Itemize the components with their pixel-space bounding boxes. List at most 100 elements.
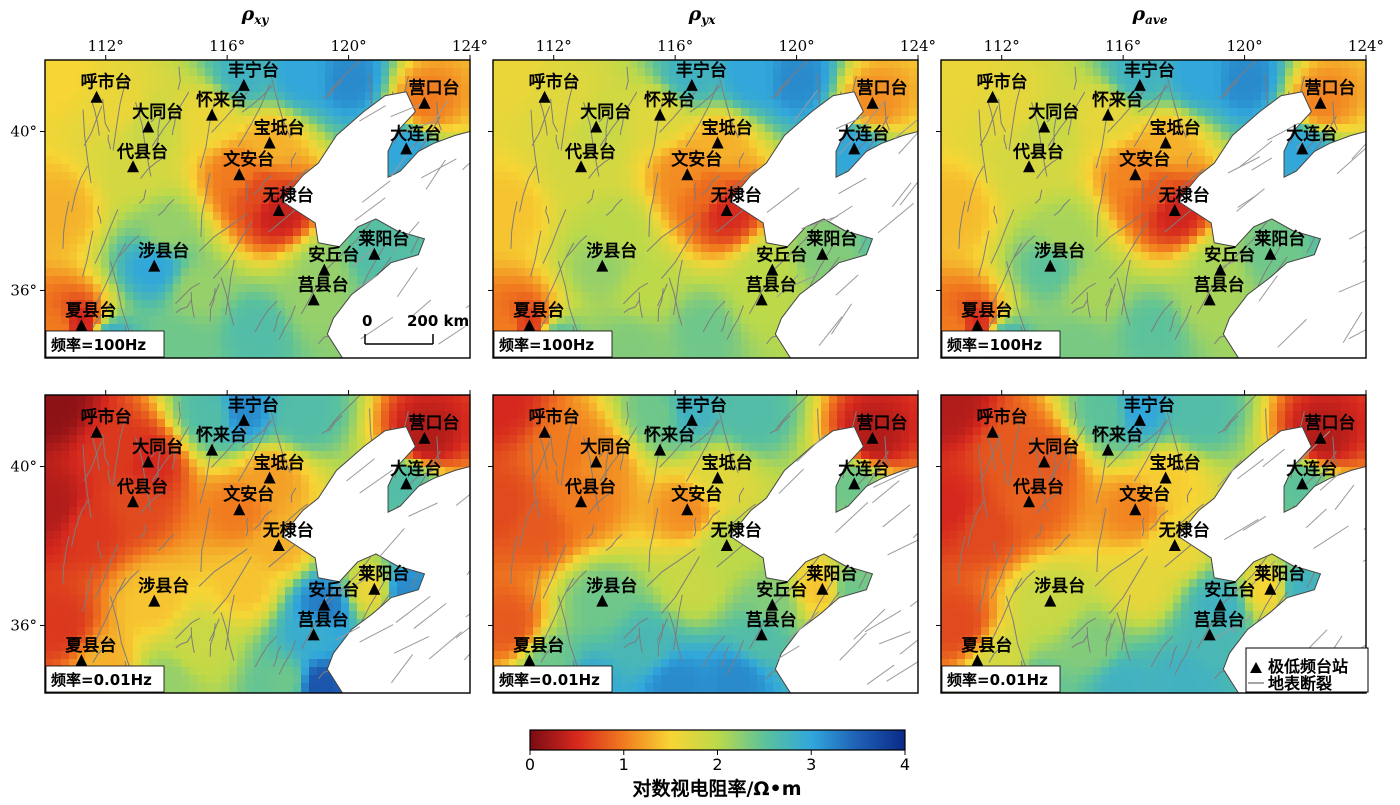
field-cell xyxy=(221,212,230,221)
field-cell xyxy=(261,284,270,293)
field-cell xyxy=(749,292,758,301)
field-cell xyxy=(669,284,678,293)
field-cell xyxy=(157,84,166,93)
field-cell xyxy=(1165,100,1174,109)
field-cell xyxy=(293,252,302,261)
field-cell xyxy=(661,236,670,245)
field-cell xyxy=(189,92,198,101)
field-cell xyxy=(221,316,230,325)
field-cell xyxy=(1149,76,1158,85)
station-label: 涉县台 xyxy=(586,241,637,262)
field-cell xyxy=(869,76,878,85)
field-cell xyxy=(1341,84,1350,93)
field-cell xyxy=(629,60,638,69)
field-cell xyxy=(69,148,78,157)
field-cell xyxy=(589,92,598,101)
field-cell xyxy=(789,92,798,101)
field-cell xyxy=(501,324,510,333)
field-cell xyxy=(677,228,686,237)
field-cell xyxy=(517,108,526,117)
field-cell xyxy=(1069,92,1078,101)
field-cell xyxy=(405,156,414,165)
field-cell xyxy=(1005,100,1014,109)
field-cell xyxy=(509,292,518,301)
field-cell xyxy=(885,92,894,101)
field-cell xyxy=(853,116,862,125)
field-cell xyxy=(45,108,54,117)
field-cell xyxy=(1117,140,1126,149)
field-cell xyxy=(669,332,678,341)
field-cell xyxy=(421,108,430,117)
field-cell xyxy=(309,252,318,261)
station-triangle-icon xyxy=(755,293,768,306)
field-cell xyxy=(349,236,358,245)
field-cell xyxy=(61,300,70,309)
field-cell xyxy=(669,132,678,141)
field-cell xyxy=(853,84,862,93)
field-cell xyxy=(1197,140,1206,149)
field-cell xyxy=(981,76,990,85)
field-cell xyxy=(77,84,86,93)
field-cell xyxy=(581,148,590,157)
field-cell xyxy=(877,92,886,101)
field-cell xyxy=(205,212,214,221)
field-cell xyxy=(605,316,614,325)
field-cell xyxy=(669,68,678,77)
field-cell xyxy=(597,188,606,197)
field-cell xyxy=(85,84,94,93)
field-cell xyxy=(181,84,190,93)
field-cell xyxy=(333,292,342,301)
field-cell xyxy=(621,92,630,101)
field-cell xyxy=(1157,116,1166,125)
field-cell xyxy=(509,76,518,85)
field-cell xyxy=(733,348,742,357)
field-cell xyxy=(77,76,86,85)
field-cell xyxy=(101,188,110,197)
field-cell xyxy=(245,68,254,77)
field-cell xyxy=(893,100,902,109)
field-cell xyxy=(589,220,598,229)
fault-line xyxy=(625,66,629,90)
field-cell xyxy=(653,356,662,358)
field-cell xyxy=(517,220,526,229)
field-cell xyxy=(109,60,118,69)
field-cell xyxy=(1173,84,1182,93)
field-cell xyxy=(501,196,510,205)
field-cell xyxy=(765,84,774,93)
field-cell xyxy=(653,316,662,325)
field-cell xyxy=(597,316,606,325)
field-cell xyxy=(317,68,326,77)
field-cell xyxy=(149,172,158,181)
field-cell xyxy=(389,140,398,149)
field-cell xyxy=(61,100,70,109)
field-cell xyxy=(1013,60,1022,69)
field-cell xyxy=(1301,84,1310,93)
fault-line xyxy=(891,182,912,208)
fault-line xyxy=(154,113,162,152)
field-cell xyxy=(869,124,878,133)
field-cell xyxy=(1357,92,1366,101)
station-triangle-icon xyxy=(590,120,603,133)
field-cell xyxy=(93,220,102,229)
field-cell xyxy=(245,300,254,309)
field-cell xyxy=(325,292,334,301)
field-cell xyxy=(525,164,534,173)
field-cell xyxy=(749,332,758,341)
field-cell xyxy=(237,316,246,325)
field-cell xyxy=(1333,116,1342,125)
field-cell xyxy=(669,292,678,301)
field-cell xyxy=(237,132,246,141)
field-cell xyxy=(573,140,582,149)
field-cell xyxy=(277,204,286,213)
field-cell xyxy=(573,124,582,133)
field-cell xyxy=(517,68,526,77)
field-cell xyxy=(637,244,646,253)
field-cell xyxy=(157,204,166,213)
field-cell xyxy=(213,204,222,213)
field-cell xyxy=(1093,92,1102,101)
field-cell xyxy=(117,164,126,173)
field-cell xyxy=(141,156,150,165)
field-cell xyxy=(429,60,438,69)
field-cell xyxy=(693,300,702,309)
field-cell xyxy=(125,244,134,253)
